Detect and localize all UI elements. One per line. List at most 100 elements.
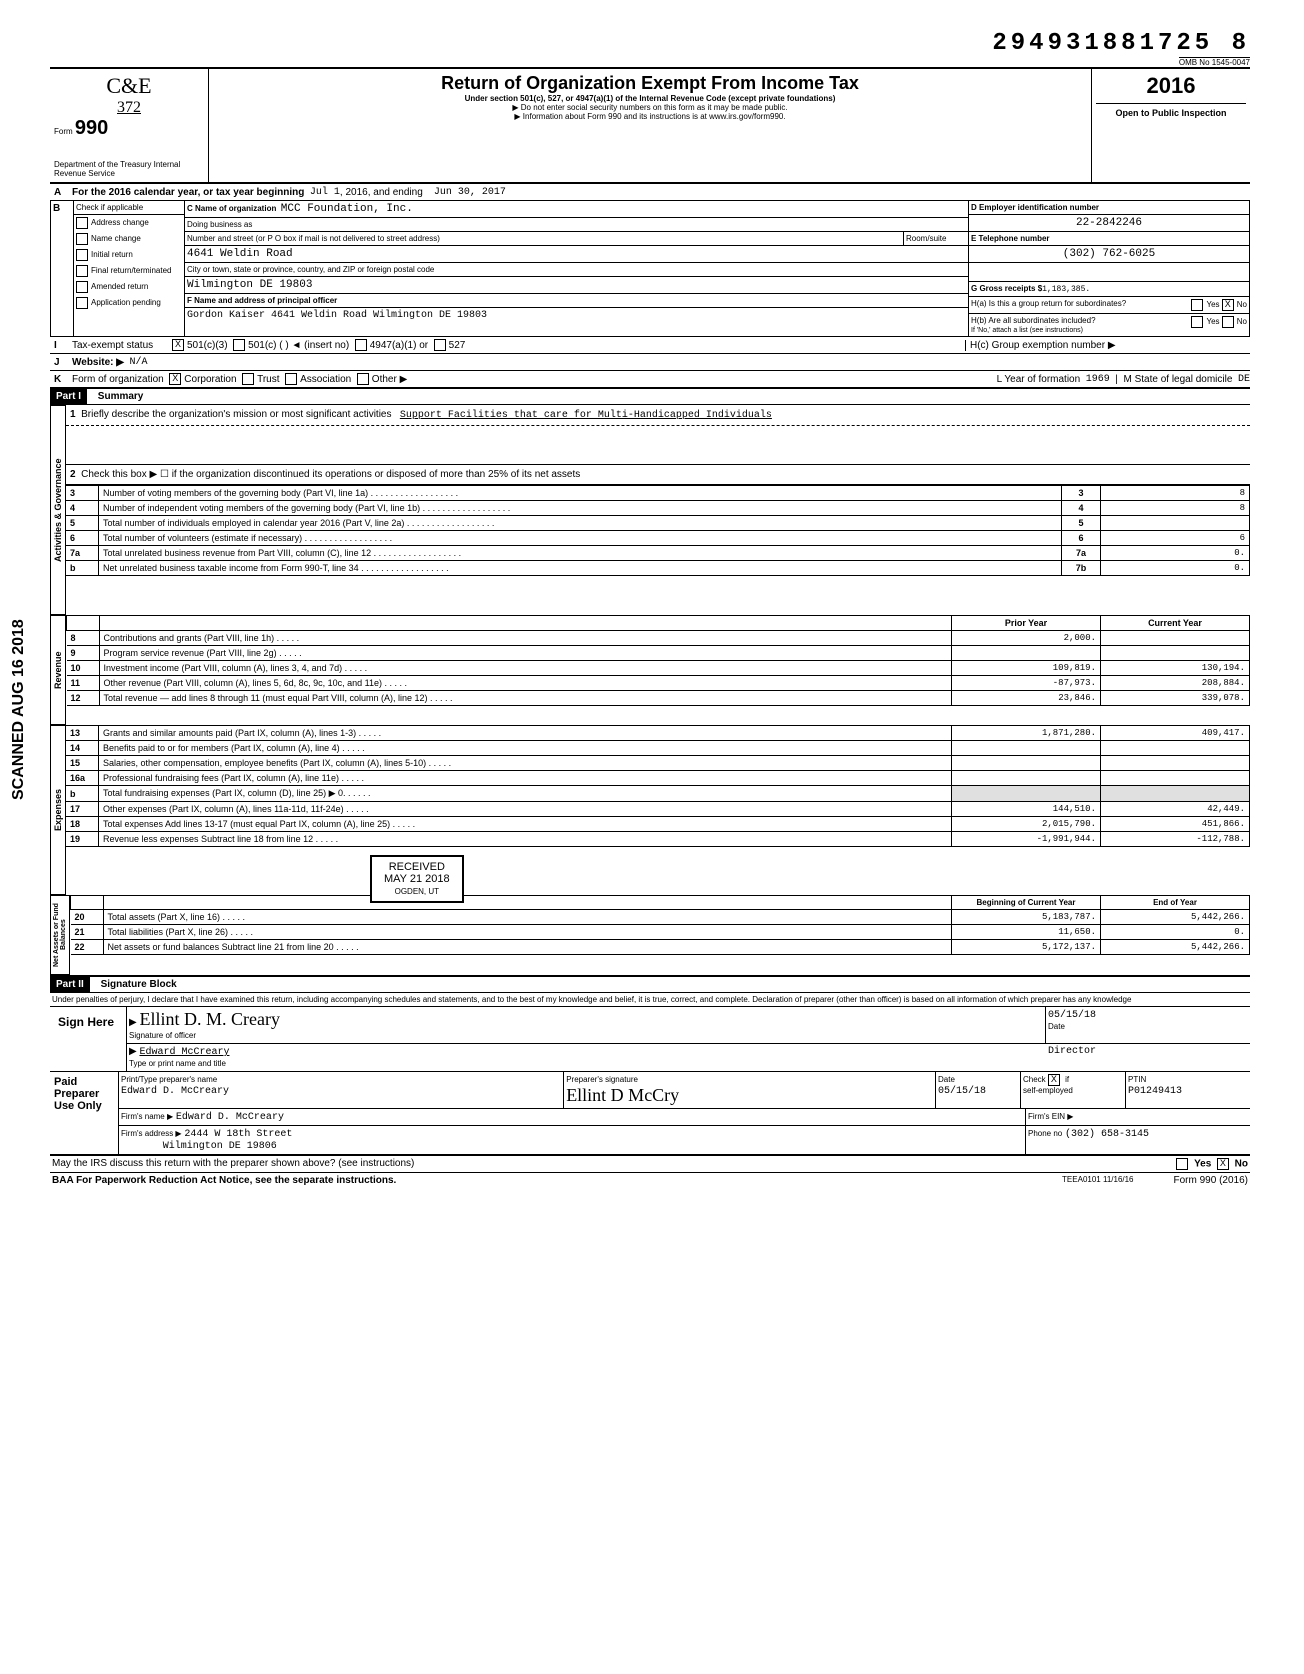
logo-top: C&E: [54, 73, 204, 99]
city-label: City or town, state or province, country…: [185, 263, 968, 277]
cb-assoc[interactable]: [285, 373, 297, 385]
th-current: Current Year: [1101, 616, 1250, 631]
th-prior: Prior Year: [952, 616, 1101, 631]
header-block: B Check if applicable Address change Nam…: [50, 201, 1250, 337]
irs-no: No: [1235, 1159, 1248, 1170]
form-number: 990: [75, 117, 108, 139]
cb-ha-yes[interactable]: [1191, 299, 1203, 311]
table-row: 6Total number of volunteers (estimate if…: [66, 531, 1250, 546]
cb-amended[interactable]: [76, 281, 88, 293]
form-label: Form: [54, 127, 73, 136]
527: 527: [449, 340, 466, 351]
table-row: bNet unrelated business taxable income f…: [66, 561, 1250, 576]
omb-number: OMB No 1545-0047: [1179, 57, 1250, 67]
assoc: Association: [300, 374, 351, 385]
city-state: Wilmington DE 19803: [185, 277, 968, 294]
part2-label: Part II: [50, 977, 90, 992]
table-row: 16aProfessional fundraising fees (Part I…: [66, 771, 1250, 786]
lbl-name: Name change: [91, 234, 141, 243]
cb-527[interactable]: [434, 339, 446, 351]
gov-table: 3Number of voting members of the governi…: [66, 485, 1250, 576]
cb-hb-yes[interactable]: [1191, 316, 1203, 328]
lbl-address: Address change: [91, 218, 149, 227]
cb-irs-yes[interactable]: [1176, 1158, 1188, 1170]
ptin-label: PTIN: [1128, 1075, 1146, 1084]
gross-receipts: 1,183,385.: [1042, 285, 1090, 294]
501c3: 501(c)(3): [187, 340, 228, 351]
cb-4947[interactable]: [355, 339, 367, 351]
cb-trust[interactable]: [242, 373, 254, 385]
firmname-label: Firm's name ▶: [121, 1112, 173, 1121]
net-table: Beginning of Current YearEnd of Year 20T…: [70, 895, 1250, 955]
i-label: Tax-exempt status: [72, 340, 172, 351]
penalty-text: Under penalties of perjury, I declare th…: [50, 993, 1250, 1007]
table-row: 11Other revenue (Part VIII, column (A), …: [67, 676, 1250, 691]
website: N/A: [130, 357, 148, 368]
table-row: 13Grants and similar amounts paid (Part …: [66, 726, 1250, 741]
se-label: self-employed: [1023, 1086, 1073, 1095]
cb-final[interactable]: [76, 265, 88, 277]
j-label: Website: ▶: [72, 357, 124, 368]
line-a-mid: , 2016, and ending: [340, 187, 423, 198]
table-row: 10Investment income (Part VIII, column (…: [67, 661, 1250, 676]
table-row: 15Salaries, other compensation, employee…: [66, 756, 1250, 771]
c-label: C Name of organization: [187, 204, 276, 213]
table-row: 22Net assets or fund balances Subtract l…: [71, 940, 1250, 955]
year-formed: 1969: [1086, 374, 1110, 385]
hb-no: No: [1237, 317, 1247, 326]
cb-pending[interactable]: [76, 297, 88, 309]
phone: (302) 762-6025: [969, 246, 1249, 263]
domicile: DE: [1238, 374, 1250, 385]
table-row: 18Total expenses Add lines 13-17 (must e…: [66, 817, 1250, 832]
cb-self-employed[interactable]: X: [1048, 1074, 1060, 1086]
table-row: 3Number of voting members of the governi…: [66, 486, 1250, 501]
mission: Support Facilities that care for Multi-H…: [400, 410, 772, 421]
firm-addr1: 2444 W 18th Street: [184, 1129, 292, 1140]
if-label: if: [1065, 1075, 1069, 1084]
cb-irs-no[interactable]: X: [1217, 1158, 1229, 1170]
corp: Corporation: [184, 374, 236, 385]
hc-label: H(c) Group exemption number ▶: [965, 340, 1250, 351]
prep-date: 05/15/18: [938, 1086, 986, 1097]
cb-hb-no[interactable]: [1222, 316, 1234, 328]
officer-title: Director: [1046, 1044, 1250, 1071]
signature: Ellint D. M. Creary: [139, 1009, 279, 1029]
sigblock-label: Signature Block: [101, 979, 177, 990]
cb-address[interactable]: [76, 217, 88, 229]
line-a-label: For the 2016 calendar year, or tax year …: [72, 187, 304, 198]
table-row: 8Contributions and grants (Part VIII, li…: [67, 631, 1250, 646]
fphone-label: Phone no: [1028, 1129, 1062, 1138]
form-subtitle: Under section 501(c), 527, or 4947(a)(1)…: [217, 94, 1083, 103]
cb-initial[interactable]: [76, 249, 88, 261]
firm-phone: (302) 658-3145: [1065, 1129, 1149, 1140]
tax-year: 2016: [1096, 73, 1246, 99]
check-applicable: Check if applicable: [74, 201, 184, 215]
part1-label: Part I: [50, 389, 87, 404]
cb-501c[interactable]: [233, 339, 245, 351]
form-end: Form 990 (2016): [1174, 1175, 1248, 1186]
yr-label: L Year of formation: [997, 374, 1081, 385]
table-row: 9Program service revenue (Part VIII, lin…: [67, 646, 1250, 661]
table-row: 14Benefits paid to or for members (Part …: [66, 741, 1250, 756]
th-end: End of Year: [1101, 896, 1250, 910]
vert-net: Net Assets or Fund Balances: [50, 895, 70, 975]
cb-501c3[interactable]: X: [172, 339, 184, 351]
year-end-year: , 2017: [470, 187, 506, 198]
ha-yes: Yes: [1206, 300, 1219, 309]
cb-other[interactable]: [357, 373, 369, 385]
firm-name: Edward D. McCreary: [176, 1112, 284, 1123]
dlc-number: 294931881725 8: [50, 30, 1250, 57]
cb-name[interactable]: [76, 233, 88, 245]
e-label: E Telephone number: [971, 234, 1050, 243]
dba-label: Doing business as: [185, 218, 968, 232]
logo-bottom: 372: [54, 99, 204, 117]
cb-corp[interactable]: X: [169, 373, 181, 385]
table-row: 12Total revenue — add lines 8 through 11…: [67, 691, 1250, 706]
officer-name: Edward McCreary: [139, 1047, 229, 1058]
4947a1: 4947(a)(1) or: [370, 340, 428, 351]
vert-gov: Activities & Governance: [50, 405, 66, 615]
hb-note: If 'No,' attach a list (see instructions…: [971, 327, 1083, 334]
th-beg: Beginning of Current Year: [952, 896, 1101, 910]
cb-ha-no[interactable]: X: [1222, 299, 1234, 311]
note-info: ▶ Information about Form 990 and its ins…: [217, 112, 1083, 121]
